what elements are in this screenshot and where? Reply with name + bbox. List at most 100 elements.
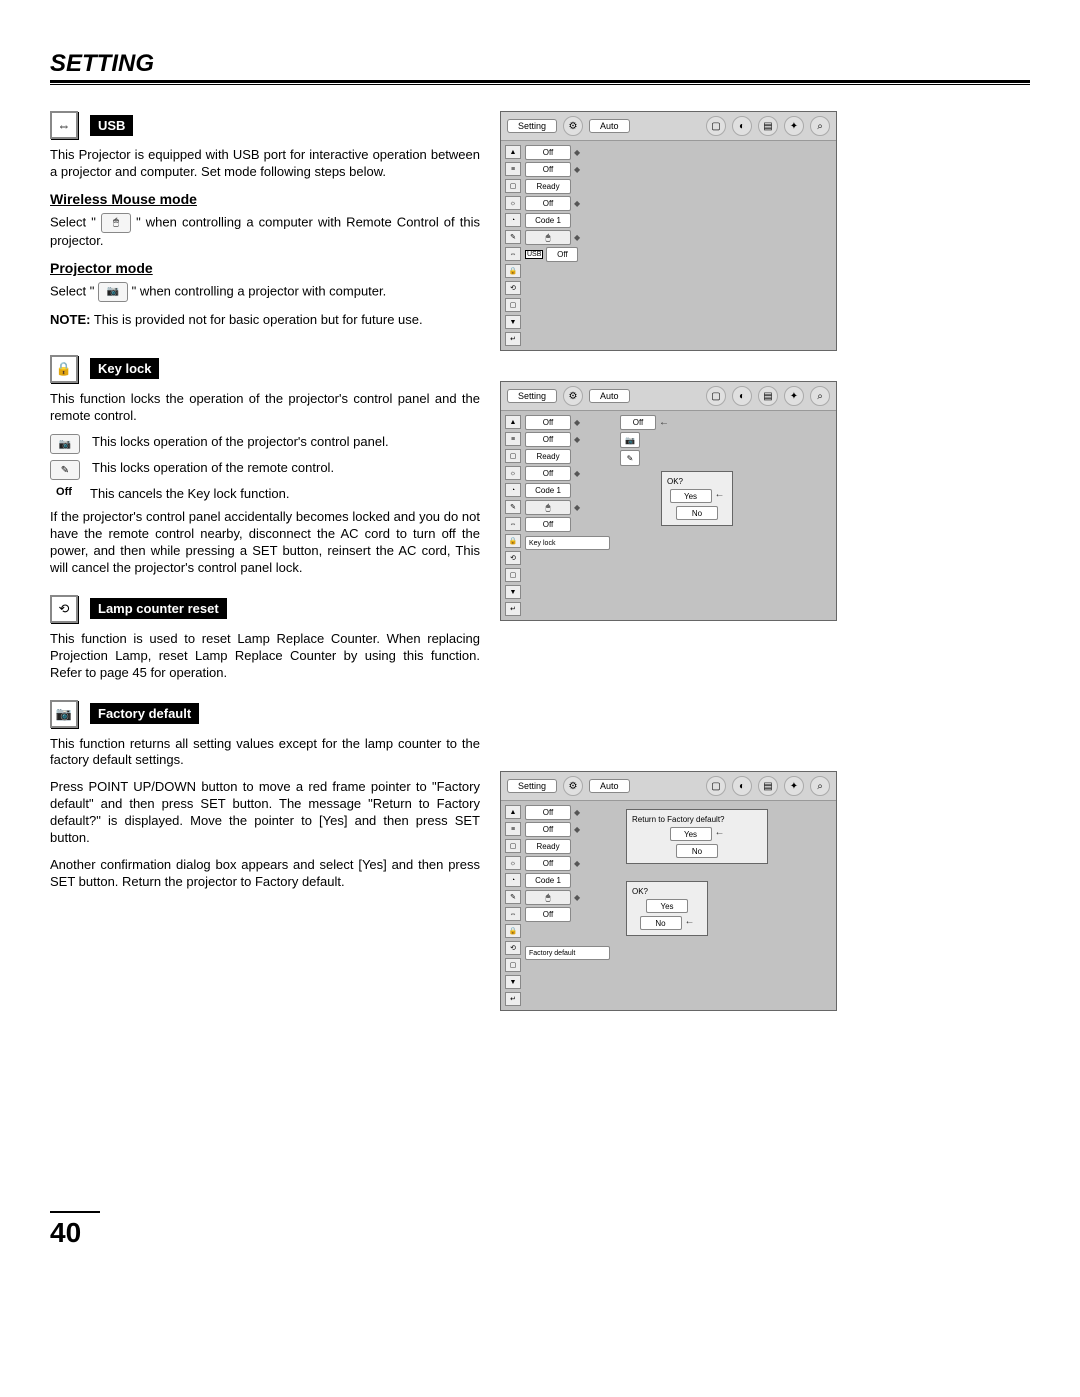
- sb-ic[interactable]: ▢: [505, 839, 521, 853]
- adjust-icon[interactable]: ◆: [574, 233, 584, 243]
- list-item[interactable]: 🖱: [525, 890, 571, 905]
- tb-auto[interactable]: Auto: [589, 119, 630, 133]
- sb-ic[interactable]: ☼: [505, 196, 521, 210]
- list-item[interactable]: Off: [525, 856, 571, 871]
- no-button[interactable]: No: [640, 916, 682, 930]
- tb-setting[interactable]: Setting: [507, 389, 557, 403]
- sb-ic[interactable]: ≡: [505, 432, 521, 446]
- list-item[interactable]: Off: [525, 517, 571, 532]
- sb-ic[interactable]: ◔: [505, 213, 521, 227]
- adjust-icon[interactable]: ◆: [574, 435, 584, 445]
- adjust-icon[interactable]: ◆: [574, 503, 584, 513]
- list-item[interactable]: Ready: [525, 179, 571, 194]
- sb-ic[interactable]: ◔: [505, 873, 521, 887]
- sb-ic[interactable]: ≡: [505, 162, 521, 176]
- adjust-icon[interactable]: ◆: [574, 893, 584, 903]
- tb-icon1[interactable]: ▢: [706, 116, 726, 136]
- list-item[interactable]: Code 1: [525, 213, 571, 228]
- remote-icon[interactable]: ✎: [620, 450, 640, 466]
- adjust-icon[interactable]: ◆: [574, 859, 584, 869]
- list-item[interactable]: Off: [546, 247, 578, 262]
- adjust-icon[interactable]: ◆: [574, 199, 584, 209]
- adjust-icon[interactable]: ◆: [574, 148, 584, 158]
- adjust-icon[interactable]: ◆: [574, 165, 584, 175]
- adjust-icon[interactable]: ◆: [574, 825, 584, 835]
- list-item[interactable]: Off: [525, 145, 571, 160]
- sb-down-icon[interactable]: ▼: [505, 315, 521, 329]
- sb-ic[interactable]: ☼: [505, 466, 521, 480]
- adjust-icon[interactable]: ◆: [574, 418, 584, 428]
- sb-down-icon[interactable]: ▼: [505, 975, 521, 989]
- list-item[interactable]: Off: [525, 805, 571, 820]
- tb-icon3[interactable]: ▤: [758, 386, 778, 406]
- sb-ic[interactable]: ⇔: [505, 247, 521, 261]
- sb-ic[interactable]: ⟲: [505, 941, 521, 955]
- tb-icon2[interactable]: ◐: [732, 116, 752, 136]
- sb-ic[interactable]: ✎: [505, 230, 521, 244]
- tb-auto[interactable]: Auto: [589, 779, 630, 793]
- sb-exit-icon[interactable]: ↵: [505, 992, 521, 1006]
- sb-ic[interactable]: 🔒: [505, 534, 521, 548]
- sb-ic[interactable]: ✎: [505, 500, 521, 514]
- sb-up-icon[interactable]: ▲: [505, 415, 521, 429]
- no-button[interactable]: No: [676, 506, 718, 520]
- tb-icon2[interactable]: ◐: [732, 776, 752, 796]
- sb-ic[interactable]: ✎: [505, 890, 521, 904]
- list-item[interactable]: Off: [525, 907, 571, 922]
- list-item[interactable]: Ready: [525, 839, 571, 854]
- list-item[interactable]: Off: [525, 432, 571, 447]
- list-item[interactable]: Off: [525, 822, 571, 837]
- list-item[interactable]: Code 1: [525, 483, 571, 498]
- sb-ic[interactable]: ≡: [505, 822, 521, 836]
- list-item[interactable]: Off: [525, 466, 571, 481]
- sb-ic[interactable]: ▢: [505, 568, 521, 582]
- adjust-icon[interactable]: ◆: [574, 469, 584, 479]
- no-button[interactable]: No: [676, 844, 718, 858]
- list-item[interactable]: Off: [525, 162, 571, 177]
- tb-icon4[interactable]: ✦: [784, 116, 804, 136]
- sb-ic[interactable]: ⟲: [505, 551, 521, 565]
- yes-button[interactable]: Yes: [646, 899, 688, 913]
- tb-setting[interactable]: Setting: [507, 119, 557, 133]
- sb-exit-icon[interactable]: ↵: [505, 332, 521, 346]
- tb-icon4[interactable]: ✦: [784, 386, 804, 406]
- sb-ic[interactable]: ☼: [505, 856, 521, 870]
- tb-auto[interactable]: Auto: [589, 389, 630, 403]
- sb-exit-icon[interactable]: ↵: [505, 602, 521, 616]
- cp-icon[interactable]: 📷: [620, 432, 640, 448]
- tb-gear-icon[interactable]: ⚙: [563, 386, 583, 406]
- list-item[interactable]: Off: [525, 196, 571, 211]
- sb-ic[interactable]: ⇔: [505, 907, 521, 921]
- sb-ic[interactable]: ⇔: [505, 517, 521, 531]
- sb-down-icon[interactable]: ▼: [505, 585, 521, 599]
- list-item[interactable]: Ready: [525, 449, 571, 464]
- tb-icon1[interactable]: ▢: [706, 776, 726, 796]
- tb-icon1[interactable]: ▢: [706, 386, 726, 406]
- sb-ic[interactable]: ▢: [505, 449, 521, 463]
- sb-ic[interactable]: ▢: [505, 298, 521, 312]
- list-item[interactable]: Off: [525, 415, 571, 430]
- list-item[interactable]: 🖱: [525, 230, 571, 245]
- yes-button[interactable]: Yes: [670, 489, 712, 503]
- adjust-icon[interactable]: ◆: [574, 808, 584, 818]
- sb-up-icon[interactable]: ▲: [505, 805, 521, 819]
- sb-ic[interactable]: ⟲: [505, 281, 521, 295]
- yes-button[interactable]: Yes: [670, 827, 712, 841]
- sb-ic[interactable]: ▢: [505, 179, 521, 193]
- tb-setting[interactable]: Setting: [507, 779, 557, 793]
- tb-icon2[interactable]: ◐: [732, 386, 752, 406]
- sb-up-icon[interactable]: ▲: [505, 145, 521, 159]
- list-item[interactable]: 🖱: [525, 500, 571, 515]
- tb-icon3[interactable]: ▤: [758, 116, 778, 136]
- tb-icon5[interactable]: ⌕: [810, 386, 830, 406]
- tb-icon4[interactable]: ✦: [784, 776, 804, 796]
- tb-gear-icon[interactable]: ⚙: [563, 116, 583, 136]
- tb-gear-icon[interactable]: ⚙: [563, 776, 583, 796]
- list-item[interactable]: Code 1: [525, 873, 571, 888]
- sb-ic[interactable]: 🔒: [505, 264, 521, 278]
- sb-ic[interactable]: 🔒: [505, 924, 521, 938]
- tb-icon5[interactable]: ⌕: [810, 776, 830, 796]
- tb-icon5[interactable]: ⌕: [810, 116, 830, 136]
- sb-ic[interactable]: ◔: [505, 483, 521, 497]
- tb-icon3[interactable]: ▤: [758, 776, 778, 796]
